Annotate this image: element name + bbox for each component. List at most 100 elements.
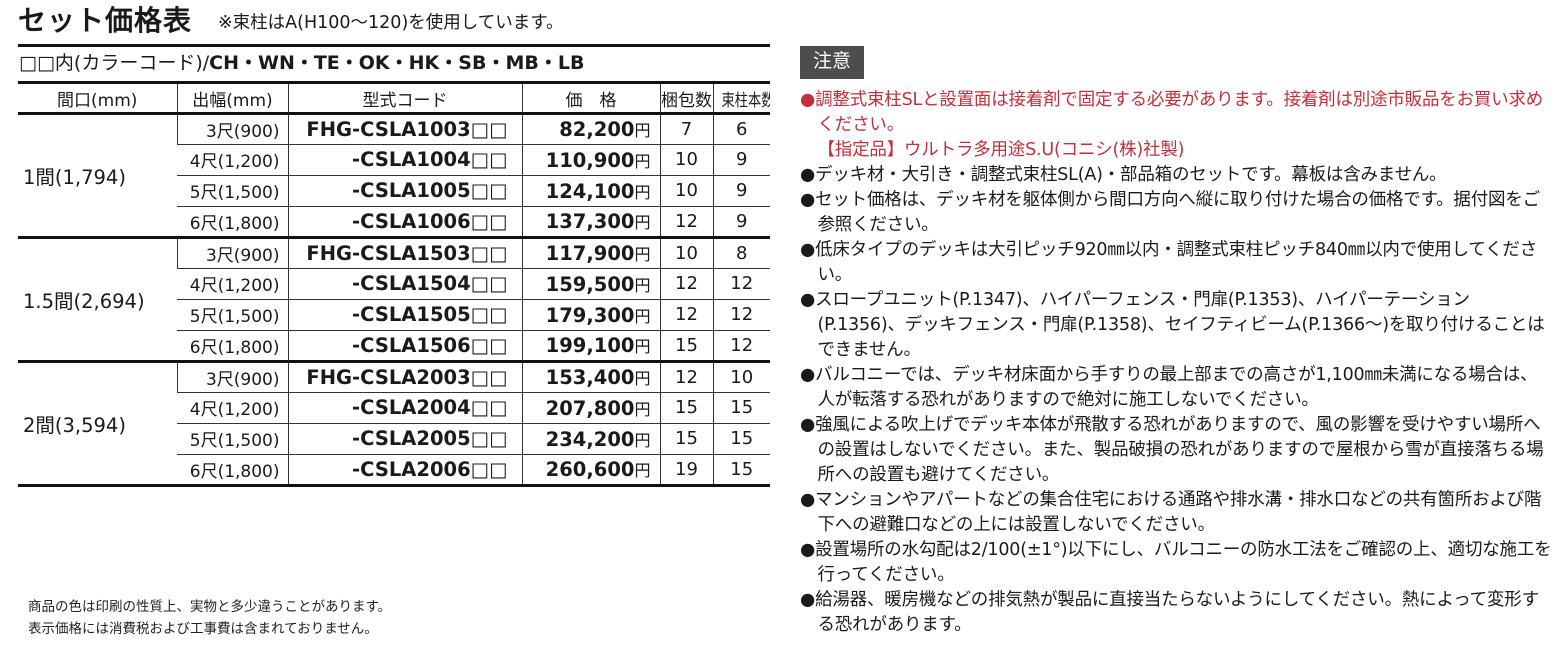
notice-item: ●バルコニーでは、デッキ材床面から手すりの最上部までの高さが1,100㎜未満にな… xyxy=(800,365,1538,410)
span-cell: 2間(3,594) xyxy=(18,359,177,486)
notice-item: ●給湯器、暖房機などの排気熱が製品に直接当たらないようにしてください。熱によって… xyxy=(800,590,1539,635)
footnote-color-disclaimer: 商品の色は印刷の性質上、実物と多少違うことがあります。 xyxy=(28,599,392,615)
table-row: 5尺(1,500) -CSLA1005□□ 124,100円 10 9 xyxy=(18,174,770,207)
table-row: 6尺(1,800) -CSLA1006□□ 137,300円 12 9 xyxy=(18,205,770,238)
price-unit: 円 xyxy=(634,399,651,419)
depth-cell: 5尺(1,500) xyxy=(177,422,288,455)
notice-item: ●低床タイプのデッキは大引ピッチ920㎜以内・調整式束柱ピッチ840㎜以内で使用… xyxy=(800,240,1538,285)
header-depth: 出幅(mm) xyxy=(176,84,288,115)
divider-rule-table-top xyxy=(18,81,770,85)
price-value: 137,300 xyxy=(545,210,635,234)
table-header-row: 間口(mm) 出幅(mm) 型式コード 価 格 梱包数 束柱本数 xyxy=(18,84,770,115)
color-code-list: CH・WN・TE・OK・HK・SB・MB・LB xyxy=(209,51,585,74)
notice-section: 注意 ●調整式束柱SLと設置面は接着剤で固定する必要があります。接着剤は別途市販… xyxy=(800,46,1552,638)
page-title: セット価格表 xyxy=(18,4,193,37)
price-cell: 137,300円 xyxy=(521,205,660,238)
table-row: 4尺(1,200) -CSLA2004□□ 207,800円 15 15 xyxy=(18,391,770,424)
price-value: 117,900 xyxy=(545,242,635,266)
price-unit: 円 xyxy=(634,430,651,450)
packages-cell: 10 xyxy=(659,143,713,176)
table-row: 1.5間(2,694) 3尺(900) FHG-CSLA1503□□ 117,9… xyxy=(18,235,770,362)
packages-cell: 15 xyxy=(659,422,713,455)
posts-cell: 8 xyxy=(712,235,770,269)
notice-item: ●調整式束柱SLと設置面は接着剤で固定する必要があります。接着剤は別途市販品をお… xyxy=(800,90,1544,135)
title-row: セット価格表 ※束柱はA(H100〜120)を使用しています。 xyxy=(18,4,770,37)
packages-cell: 19 xyxy=(659,453,713,486)
price-value: 110,900 xyxy=(545,148,635,172)
model-code-cell: -CSLA2004□□ xyxy=(287,391,522,424)
price-value: 124,100 xyxy=(545,179,635,203)
notice-list: ●調整式束柱SLと設置面は接着剤で固定する必要があります。接着剤は別途市販品をお… xyxy=(800,88,1552,638)
depth-cell: 6尺(1,800) xyxy=(177,453,288,486)
price-unit: 円 xyxy=(634,275,651,295)
model-code-cell: -CSLA1506□□ xyxy=(287,329,522,362)
header-posts: 束柱本数 xyxy=(712,84,770,115)
price-cell: 82,200円 xyxy=(521,113,660,145)
depth-cell: 5尺(1,500) xyxy=(177,298,288,331)
price-unit: 円 xyxy=(634,306,651,326)
posts-cell: 15 xyxy=(712,422,770,455)
model-code-cell: -CSLA2005□□ xyxy=(287,422,522,455)
notice-item: ●スロープユニット(P.1347)、ハイパーフェンス・門扉(P.1353)、ハイ… xyxy=(800,290,1545,360)
price-unit: 円 xyxy=(634,151,651,171)
posts-cell: 15 xyxy=(712,391,770,424)
posts-cell: 9 xyxy=(712,174,770,207)
price-unit: 円 xyxy=(634,213,651,233)
packages-cell: 12 xyxy=(659,298,713,331)
model-code-cell: -CSLA1004□□ xyxy=(287,143,522,176)
packages-cell: 12 xyxy=(659,267,713,300)
depth-cell: 3尺(900) xyxy=(176,359,288,393)
price-value: 199,100 xyxy=(545,334,635,358)
price-unit: 円 xyxy=(634,182,651,202)
packages-cell: 10 xyxy=(659,235,713,269)
price-value: 159,500 xyxy=(545,272,635,296)
price-unit: 円 xyxy=(634,121,651,141)
posts-cell: 12 xyxy=(712,329,770,362)
depth-cell: 3尺(900) xyxy=(176,113,288,145)
posts-cell: 12 xyxy=(712,267,770,300)
depth-cell: 3尺(900) xyxy=(176,235,288,269)
model-code-cell: FHG-CSLA1503□□ xyxy=(287,235,522,269)
price-table-section: セット価格表 ※束柱はA(H100〜120)を使用しています。 □□内(カラーコ… xyxy=(18,4,770,487)
price-cell: 153,400円 xyxy=(521,359,660,393)
posts-cell: 10 xyxy=(712,359,770,393)
depth-cell: 4尺(1,200) xyxy=(177,267,288,300)
header-price: 価 格 xyxy=(521,84,660,115)
notice-badge: 注意 xyxy=(800,46,865,79)
depth-cell: 4尺(1,200) xyxy=(177,391,288,424)
table-row: 1間(1,794) 3尺(900) FHG-CSLA1003□□ 82,200円… xyxy=(18,113,770,189)
table-row: 6尺(1,800) -CSLA1506□□ 199,100円 15 12 xyxy=(18,329,770,362)
header-packages: 梱包数 xyxy=(659,84,713,115)
model-code-cell: FHG-CSLA1003□□ xyxy=(287,113,522,145)
price-value: 82,200 xyxy=(559,118,635,142)
depth-cell: 5尺(1,500) xyxy=(177,174,288,207)
span-cell: 1間(1,794) xyxy=(23,165,126,189)
model-code-cell: FHG-CSLA2003□□ xyxy=(287,359,522,393)
posts-cell: 12 xyxy=(712,298,770,331)
model-code-cell: -CSLA1006□□ xyxy=(287,205,522,238)
posts-cell: 6 xyxy=(712,113,770,145)
notice-item: ●デッキ材・大引き・調整式束柱SL(A)・部品箱のセットです。幕板は含みません。 xyxy=(800,165,1447,185)
footnotes: 商品の色は印刷の性質上、実物と多少違うことがあります。 表示価格には消費税および… xyxy=(28,597,391,640)
notice-item-specified-product: 【指定品】ウルトラ多用途S.U(コニシ(株)社製) xyxy=(817,140,1185,160)
footnote-tax-disclaimer: 表示価格には消費税および工事費は含まれておりません。 xyxy=(28,620,378,637)
color-code-row: □□内(カラーコード)/CH・WN・TE・OK・HK・SB・MB・LB xyxy=(18,47,770,82)
table-row: 5尺(1,500) -CSLA1505□□ 179,300円 12 12 xyxy=(18,298,770,331)
model-code-cell: -CSLA2006□□ xyxy=(287,453,522,486)
depth-cell: 6尺(1,800) xyxy=(177,205,288,238)
divider-rule-top xyxy=(18,43,770,47)
notice-item: ●設置場所の水勾配は2/100(±1°)以下にし、バルコニーの防水工法をご確認の… xyxy=(800,540,1552,585)
packages-cell: 12 xyxy=(659,205,713,238)
price-cell: 207,800円 xyxy=(521,391,660,424)
price-unit: 円 xyxy=(634,461,651,481)
posts-cell: 15 xyxy=(712,453,770,486)
price-value: 234,200 xyxy=(545,427,635,451)
price-value: 260,600 xyxy=(545,458,635,482)
header-posts-label: 束柱本数 xyxy=(720,90,770,111)
packages-cell: 7 xyxy=(659,113,713,145)
price-unit: 円 xyxy=(634,369,651,389)
table-row: 4尺(1,200) -CSLA1504□□ 159,500円 12 12 xyxy=(18,267,770,300)
price-unit: 円 xyxy=(634,337,651,357)
notice-item: ●セット価格は、デッキ材を躯体側から間口方向へ縦に取り付けた場合の価格です。据付… xyxy=(800,190,1540,235)
packages-cell: 15 xyxy=(659,391,713,424)
